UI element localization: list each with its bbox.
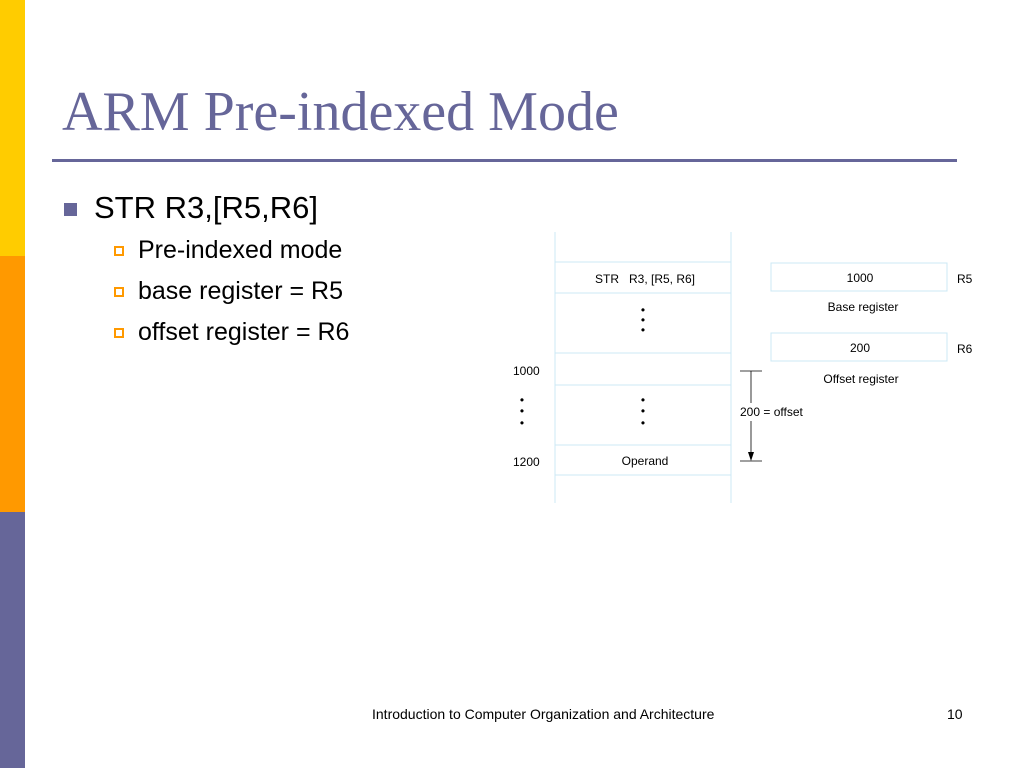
sub-bullet-text: Pre-indexed mode [138, 236, 343, 264]
offset-register-caption: Offset register [823, 372, 898, 386]
sub-bullet-text: offset register = R6 [138, 318, 350, 346]
ellipsis-dot: • [641, 313, 645, 327]
operand-cell-text: Operand [622, 454, 669, 468]
base-register-value: 1000 [847, 271, 874, 285]
base-register-name: R5 [957, 272, 973, 286]
side-bar-yellow [0, 0, 25, 256]
hollow-square-bullet-icon [114, 246, 124, 256]
slide-title: ARM Pre-indexed Mode [62, 81, 619, 143]
hollow-square-bullet-icon [114, 287, 124, 297]
ellipsis-dot: • [641, 303, 645, 317]
ellipsis-dot: • [520, 393, 524, 407]
ellipsis-dot: • [641, 323, 645, 337]
title-divider [52, 159, 957, 162]
ellipsis-dot: • [641, 404, 645, 418]
ellipsis-dot: • [520, 404, 524, 418]
side-bar-orange [0, 256, 25, 512]
footer-page-number: 10 [947, 706, 963, 722]
base-register-box [770, 262, 948, 292]
ellipsis-dot: • [520, 416, 524, 430]
bullet-main-text: STR R3,[R5,R6] [94, 190, 318, 225]
square-bullet-icon [64, 203, 77, 216]
ellipsis-dot: • [641, 393, 645, 407]
hollow-square-bullet-icon [114, 328, 124, 338]
offset-register-box [770, 332, 948, 362]
offset-register-value: 200 [850, 341, 870, 355]
address-label-1000: 1000 [513, 364, 540, 378]
instruction-cell-text: STR R3, [R5, R6] [595, 272, 695, 286]
ellipsis-dot: • [641, 416, 645, 430]
offset-register-name: R6 [957, 342, 973, 356]
side-bar-purple [0, 512, 25, 768]
offset-arrow-head-icon [748, 452, 754, 461]
base-register-caption: Base register [828, 300, 899, 314]
footer-course-title: Introduction to Computer Organization an… [372, 706, 715, 722]
offset-label: 200 = offset [740, 405, 803, 419]
sub-bullet-text: base register = R5 [138, 277, 343, 305]
address-label-1200: 1200 [513, 455, 540, 469]
